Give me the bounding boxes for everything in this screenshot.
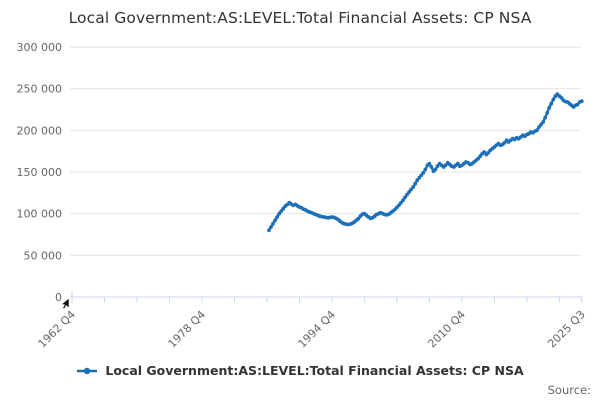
svg-text:1994 Q4: 1994 Q4 [296,308,339,351]
svg-text:50 000: 50 000 [24,249,63,262]
source-label: Source: [547,383,591,397]
svg-text:250 000: 250 000 [17,83,63,96]
svg-text:150 000: 150 000 [17,166,63,179]
svg-text:1962 Q4: 1962 Q4 [36,308,79,351]
svg-text:2025 Q3: 2025 Q3 [545,308,588,351]
chart-title: Local Government:AS:LEVEL:Total Financia… [68,9,532,27]
svg-text:300 000: 300 000 [17,41,63,54]
mouse-cursor-icon [60,297,70,310]
svg-text:2010 Q4: 2010 Q4 [425,308,468,351]
svg-text:100 000: 100 000 [17,208,63,221]
legend-series-label: Local Government:AS:LEVEL:Total Financia… [105,363,524,378]
chart-legend[interactable]: Local Government:AS:LEVEL:Total Financia… [0,363,600,378]
svg-text:200 000: 200 000 [17,124,63,137]
legend-line-marker-icon [77,367,98,374]
svg-text:1978 Q4: 1978 Q4 [166,308,209,351]
svg-text:0: 0 [55,291,62,304]
